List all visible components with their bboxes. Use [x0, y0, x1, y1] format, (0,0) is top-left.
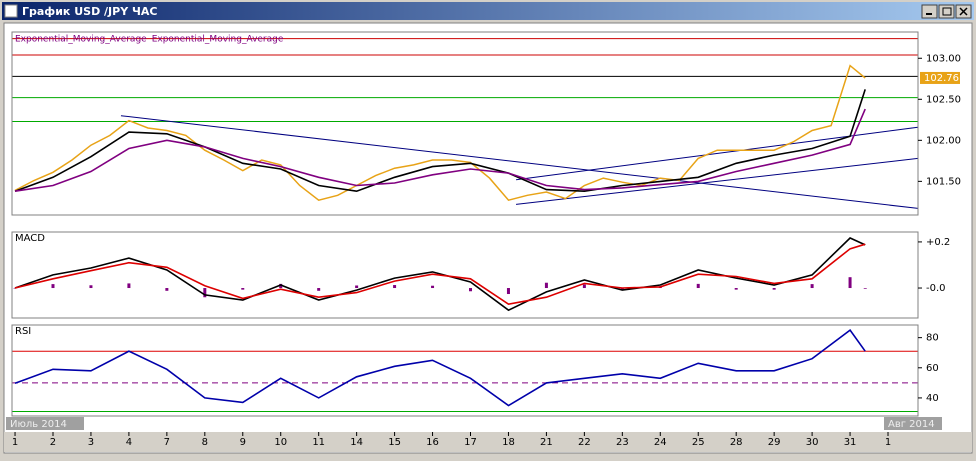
x-tick-label: 25 — [692, 437, 705, 448]
histogram-bar — [863, 288, 867, 289]
plots — [12, 38, 918, 412]
histogram-bar — [469, 288, 473, 292]
x-tick-label: 29 — [768, 437, 781, 448]
price-tag — [920, 71, 960, 84]
maximize-icon — [942, 7, 952, 16]
histogram-bar — [620, 288, 624, 291]
x-tick-label: 30 — [806, 437, 819, 448]
legend-entry: Exponential_Moving_Average — [152, 35, 284, 45]
histogram-bar — [165, 288, 169, 291]
histogram-bar — [506, 288, 510, 295]
histogram-bar — [355, 285, 359, 289]
histogram-bar — [696, 283, 700, 289]
x-tick-label: 9 — [240, 437, 246, 448]
histogram-bar — [317, 288, 321, 291]
legend-entry: Exponential_Moving_Average — [15, 35, 147, 45]
x-tick-label: 24 — [654, 437, 667, 448]
histogram-bar — [848, 277, 852, 289]
x-tick-label: 2 — [50, 437, 56, 448]
x-tick-label: 7 — [164, 437, 170, 448]
x-tick-label: 23 — [616, 437, 629, 448]
close-icon — [959, 7, 968, 16]
trend-line — [120, 115, 918, 209]
x-tick-label: 17 — [464, 437, 477, 448]
histogram-bar — [810, 284, 814, 289]
minimize-button[interactable] — [921, 4, 938, 19]
month-label: Июль 2014 — [10, 419, 67, 430]
histogram-bar — [127, 283, 131, 289]
series-line — [14, 108, 866, 192]
panel — [11, 231, 919, 319]
y-tick-label: 80 — [926, 333, 939, 344]
histogram-bar — [241, 288, 245, 290]
y-tick-label: 102.00 — [926, 135, 961, 146]
y-tick-label: 40 — [926, 393, 939, 404]
histogram-bar — [734, 288, 738, 290]
x-tick-label: 18 — [502, 437, 515, 448]
x-tick-label: 31 — [844, 437, 857, 448]
panel — [11, 31, 919, 216]
month-box — [6, 417, 84, 430]
series-line — [14, 64, 866, 202]
x-tick-label: 10 — [274, 437, 287, 448]
panel — [11, 324, 919, 417]
x-tick-label: 11 — [312, 437, 325, 448]
x-tick-label: 4 — [126, 437, 132, 448]
histogram-bar — [89, 285, 93, 289]
x-tick-label: 28 — [730, 437, 743, 448]
x-tick-label: 21 — [540, 437, 553, 448]
x-tick-label: 1 — [885, 437, 891, 448]
y-tick-label: 101.50 — [926, 176, 961, 187]
x-tick-label: 3 — [88, 437, 94, 448]
chart-area — [3, 22, 973, 454]
histogram-bar — [13, 288, 17, 289]
trend-line — [515, 157, 918, 205]
x-tick-label: 1 — [12, 437, 18, 448]
histogram-bar — [393, 285, 397, 289]
panel-title: RSI — [15, 326, 31, 337]
x-tick-label: 16 — [426, 437, 439, 448]
histogram-bar — [279, 283, 283, 289]
title-bar — [2, 2, 974, 20]
y-tick-label: 102.50 — [926, 94, 961, 105]
y-tick-label: -0.0 — [926, 283, 946, 294]
y-tick-label: 60 — [926, 363, 939, 374]
y-tick-label: 103.00 — [926, 53, 961, 64]
window-title: График USD /JPY ЧАС — [22, 5, 157, 18]
window-icon — [4, 4, 18, 18]
maximize-button[interactable] — [938, 4, 955, 19]
histogram-bar — [772, 288, 776, 290]
histogram-bar — [544, 282, 548, 289]
price-tag-label: 102.76 — [924, 73, 959, 84]
x-tick-label: 14 — [350, 437, 363, 448]
histogram-bar — [203, 288, 207, 298]
series-line — [14, 243, 866, 306]
histogram-bar — [582, 284, 586, 289]
panel-title: MACD — [15, 233, 45, 244]
month-box — [884, 417, 942, 430]
y-tick-label: +0.2 — [926, 237, 950, 248]
series-line — [14, 89, 866, 193]
month-label: Авг 2014 — [888, 419, 935, 430]
x-tick-label: 8 — [202, 437, 208, 448]
histogram-bar — [51, 284, 55, 289]
series-line — [14, 328, 866, 407]
date-strip — [4, 432, 972, 452]
x-tick-label: 15 — [388, 437, 401, 448]
x-tick-label: 22 — [578, 437, 591, 448]
histogram-bar — [431, 285, 435, 289]
window-buttons — [921, 4, 972, 19]
